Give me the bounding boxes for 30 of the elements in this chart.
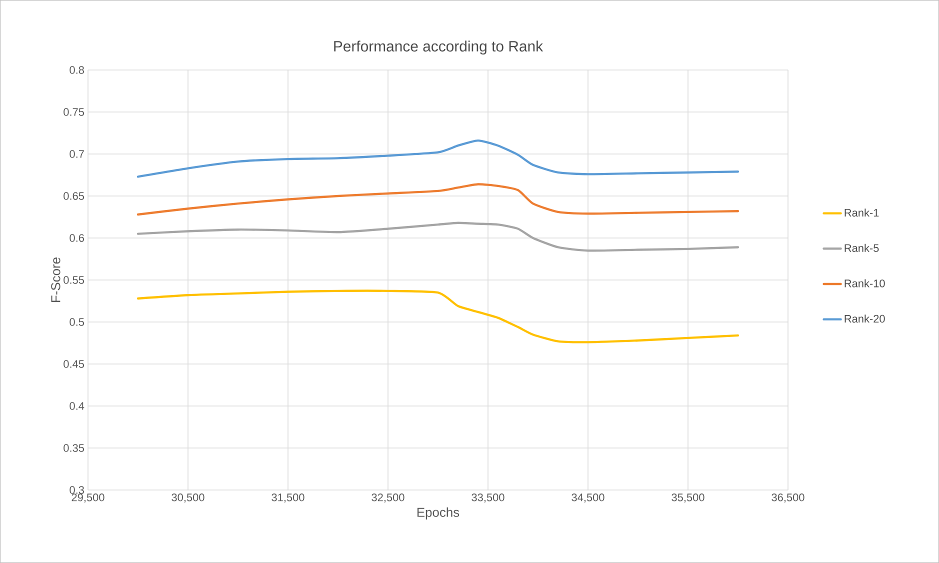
y-tick-label: 0.5 xyxy=(70,318,84,326)
y-tick-label: 0.6 xyxy=(70,234,84,242)
x-tick-label: 30,500 xyxy=(172,494,204,503)
x-tick-label: 34,500 xyxy=(572,494,604,503)
line-series xyxy=(136,183,740,216)
y-axis-title: F-Score xyxy=(51,258,60,302)
y-tick-label: 0.3 xyxy=(70,486,84,494)
legend-label: Rank-20 xyxy=(844,314,885,323)
line-series xyxy=(136,139,740,178)
y-tick-label: 0.65 xyxy=(64,192,84,200)
legend-label: Rank-10 xyxy=(844,279,885,288)
x-tick-label: 36,500 xyxy=(772,494,804,503)
y-tick-label: 0.7 xyxy=(70,150,84,158)
x-tick-label: 29,500 xyxy=(72,494,104,503)
y-tick-label: 0.55 xyxy=(64,276,84,284)
y-tick-label: 0.75 xyxy=(64,108,84,116)
x-tick-label: 32,500 xyxy=(372,494,404,503)
y-tick-label: 0.45 xyxy=(64,360,84,368)
line-series xyxy=(136,222,740,252)
x-tick-label: 31,500 xyxy=(272,494,304,503)
legend-label: Rank-1 xyxy=(844,208,879,217)
y-tick-label: 0.35 xyxy=(64,444,84,452)
chart-title: Performance according to Rank xyxy=(334,40,544,55)
y-tick-label: 0.8 xyxy=(70,66,84,74)
line-series xyxy=(136,290,740,344)
legend-label: Rank-5 xyxy=(844,244,879,252)
x-tick-label: 35,500 xyxy=(672,494,704,503)
y-tick-label: 0.4 xyxy=(70,402,84,410)
x-axis-title: Epochs xyxy=(417,507,460,520)
x-tick-label: 33,500 xyxy=(472,494,504,503)
